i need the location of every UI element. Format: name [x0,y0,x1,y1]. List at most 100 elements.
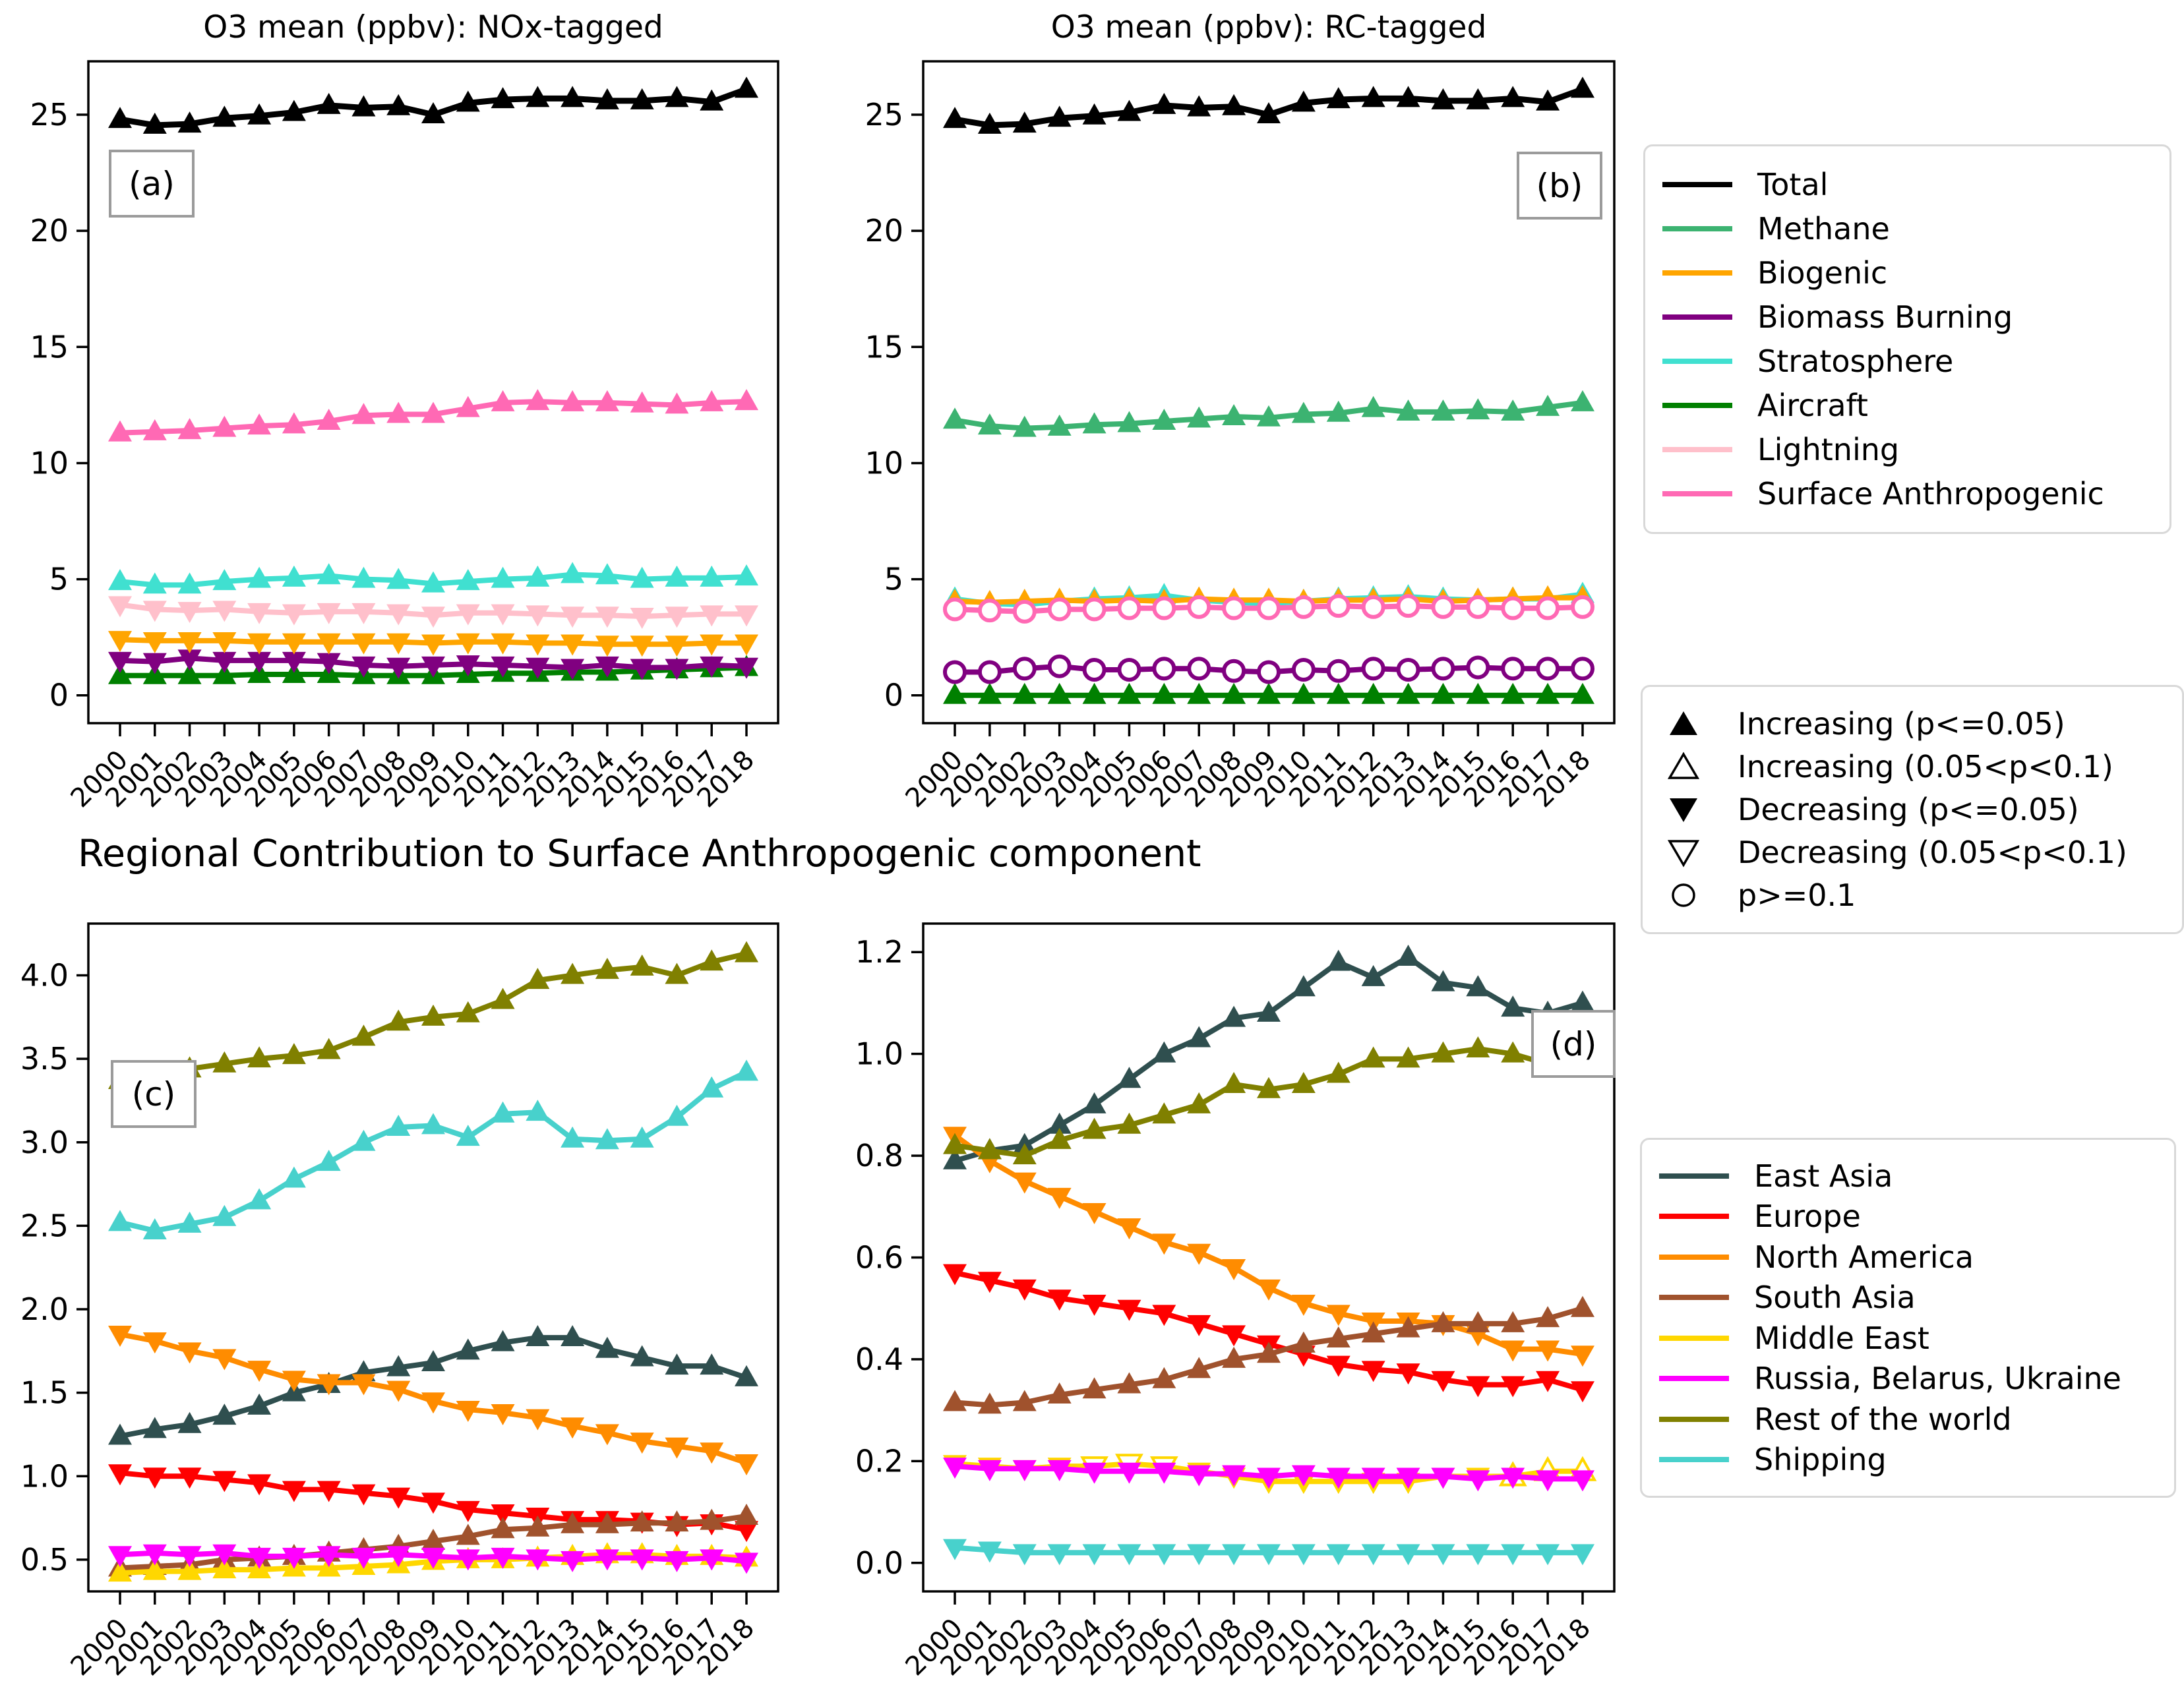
lightning-line-swatch [1662,447,1732,453]
panel-d: 0.00.20.40.60.81.01.22000200120022003200… [855,922,1616,1682]
panel-a-tag: (a) [109,150,195,218]
svg-text:2.0: 2.0 [20,1291,69,1327]
east-asia-line-swatch [1659,1173,1729,1179]
svg-text:3.0: 3.0 [20,1125,69,1160]
panel-a-series-biogenic [108,631,758,657]
svg-text:20: 20 [864,213,903,249]
legend-item-label: Decreasing (p<=0.05) [1738,791,2079,827]
legend-item-rest-of-the-world: Rest of the world [1659,1402,2157,1437]
legend-item-p-0-1: p>=0.1 [1660,877,2165,913]
panel-a-title: O3 mean (ppbv): NOx-tagged [203,9,663,45]
svg-text:0: 0 [884,678,903,713]
panel-c-series-north-america [108,1325,758,1475]
svg-text:15: 15 [864,329,903,365]
legend-item-lightning: Lightning [1662,432,2152,467]
panel-c-tag: (c) [111,1060,197,1128]
legend-item-methane: Methane [1662,211,2152,247]
svg-text:1.5: 1.5 [20,1375,69,1411]
legend-item-label: Surface Anthropogenic [1757,476,2104,512]
biogenic-line-swatch [1662,270,1732,276]
panel-d-series-russia-belarus-ukraine [943,1458,1594,1492]
svg-text:0.4: 0.4 [855,1342,903,1377]
legend-item-label: Lightning [1757,432,1900,468]
legend-item-label: Middle East [1754,1320,1929,1356]
russia-belarus-ukraine-line-swatch [1659,1376,1729,1382]
north-america-line-swatch [1659,1254,1729,1260]
aircraft-line-swatch [1662,403,1732,409]
legend-regions: East Asia Europe North America South Asia Mi… [1640,1138,2176,1498]
svg-text:0.5: 0.5 [20,1542,69,1578]
svg-text:15: 15 [30,329,69,365]
legend-item-europe: Europe [1659,1198,2157,1234]
svg-text:0.2: 0.2 [855,1443,903,1479]
panel-a-series-biomass-burning [108,649,758,680]
legend-item-decreasing-p-0-05: Decreasing (p<=0.05) [1660,792,2165,827]
panel-c-series-russia-belarus-ukraine [108,1544,758,1574]
p-0-1-circle-triangle-icon [1668,879,1699,911]
legend-item-increasing-0-05-p-0-1: Increasing (0.05<p<0.1) [1660,749,2165,784]
svg-text:0: 0 [49,678,69,713]
legend-item-aircraft: Aircraft [1662,388,2152,423]
panel-b-series-aircraft [943,682,1594,704]
legend-item-stratosphere: Stratosphere [1662,343,2152,379]
decreasing-p-0-05-down-triangle-icon [1668,794,1699,825]
svg-text:0.8: 0.8 [855,1138,903,1173]
decreasing-0-05-p-0-1-down-open-triangle-icon [1667,837,1700,868]
svg-text:10: 10 [864,445,903,481]
panel-b-tag: (b) [1517,152,1602,220]
rest-of-the-world-line-swatch [1659,1416,1729,1422]
legend-item-label: Russia, Belarus, Ukraine [1754,1361,2121,1397]
legend-item-shipping: Shipping [1659,1442,2157,1477]
legend-item-label: Total [1757,166,1829,202]
legend-item-increasing-p-0-05: Increasing (p<=0.05) [1660,706,2165,742]
panel-d-tag: (d) [1531,1010,1616,1078]
legend-item-north-america: North America [1659,1239,2157,1275]
surface-anthropogenic-line-swatch [1662,491,1732,497]
panel-b-series-methane [943,390,1594,437]
shipping-line-swatch [1659,1457,1729,1463]
legend-item-label: Shipping [1754,1442,1887,1478]
legend-item-label: South Asia [1754,1280,1916,1316]
legend-item-biomass-burning: Biomass Burning [1662,299,2152,335]
section-title: Regional Contribution to Surface Anthrop… [78,832,1201,875]
legend-item-russia-belarus-ukraine: Russia, Belarus, Ukraine [1659,1361,2157,1396]
biomass-burning-line-swatch [1662,314,1732,320]
methane-line-swatch [1662,225,1732,231]
panel-a-series-total [108,76,758,134]
panel-b-axes: 0510152025200020012002200320042005200620… [864,97,1596,813]
legend-item-middle-east: Middle East [1659,1320,2157,1356]
panel-b-title: O3 mean (ppbv): RC-tagged [1050,9,1487,45]
legend-item-label: Stratosphere [1757,343,1954,380]
total-line-swatch [1662,181,1732,187]
panel-c-series-shipping [108,1059,758,1239]
panel-c: 0.51.01.52.02.53.03.54.02000200120022003… [20,922,779,1682]
svg-text:1.2: 1.2 [855,934,903,970]
panel-a-series-lightning [108,596,758,629]
increasing-0-05-p-0-1-up-open-triangle-icon [1667,751,1700,783]
legend-item-label: Methane [1757,210,1890,247]
panel-c-series-rest-of-the-world [108,941,758,1090]
panel-d-series-east-asia [943,944,1594,1169]
panel-b-series-biomass-burning [943,654,1594,684]
legend-item-total: Total [1662,167,2152,202]
legend-item-label: Biomass Burning [1757,299,2013,335]
svg-text:0.6: 0.6 [855,1240,903,1276]
panel-b-series-surface-anthropogenic [943,594,1594,624]
legend-item-label: Biogenic [1757,254,1888,291]
panel-a-series-surface-anthropogenic [108,389,758,442]
svg-text:3.5: 3.5 [20,1041,69,1077]
legend-item-label: East Asia [1754,1158,1893,1194]
panel-a-series-stratosphere [108,562,758,594]
panel-d-axes: 0.00.20.40.60.81.01.22000200120022003200… [855,934,1596,1682]
legend-item-label: Increasing (p<=0.05) [1738,706,2065,742]
panel-d-series-south-asia [943,1295,1594,1414]
legend-item-label: Aircraft [1757,388,1868,424]
svg-text:1.0: 1.0 [855,1036,903,1072]
panel-d-series-north-america [943,1127,1594,1367]
legend-item-surface-anthropogenic: Surface Anthropogenic [1662,476,2152,512]
legend-item-label: Increasing (0.05<p<0.1) [1738,749,2113,785]
legend-item-label: Europe [1754,1198,1861,1235]
svg-text:25: 25 [864,97,903,133]
